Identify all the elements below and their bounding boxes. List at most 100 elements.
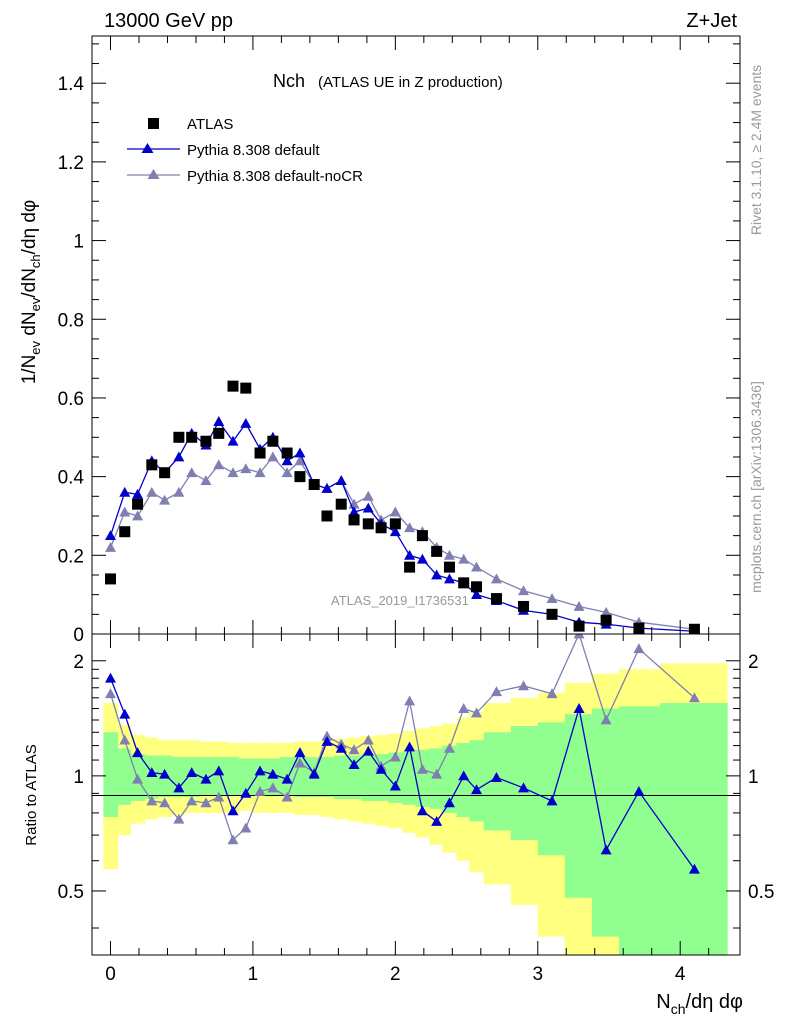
ratio-series-point bbox=[213, 765, 225, 776]
ratio-series-point bbox=[335, 742, 347, 753]
main-series-point bbox=[443, 573, 455, 584]
main-series-point bbox=[490, 573, 502, 584]
ratio-band-inner bbox=[415, 749, 431, 807]
ratio-series-point bbox=[227, 805, 239, 816]
main-series-point bbox=[389, 526, 401, 537]
atlas-data-point bbox=[146, 459, 158, 471]
atlas-data-point bbox=[105, 573, 117, 585]
ratio-series-point bbox=[254, 765, 266, 776]
x-axis-title: Nch/dη dφ bbox=[656, 991, 743, 1017]
ratio-series-point bbox=[227, 834, 239, 845]
ratio-band-inner bbox=[402, 751, 416, 805]
main-y-tick-label: 0.6 bbox=[58, 389, 84, 410]
ratio-series-point bbox=[573, 703, 585, 713]
atlas-data-point bbox=[321, 510, 333, 522]
ratio-band-inner bbox=[321, 757, 335, 798]
ratio-series-point bbox=[267, 782, 279, 793]
atlas-data-point bbox=[688, 623, 700, 634]
ratio-frame bbox=[91, 633, 741, 956]
main-series-point bbox=[240, 418, 252, 428]
main-series-point bbox=[105, 541, 117, 552]
ratio-series-point bbox=[490, 772, 502, 782]
ratio-series-point bbox=[573, 634, 585, 639]
ratio-series-point bbox=[348, 744, 360, 755]
main-series-point bbox=[458, 553, 470, 564]
ratio-series-point bbox=[159, 797, 171, 808]
x-tick-label: 3 bbox=[532, 964, 543, 985]
ratio-series-point bbox=[389, 751, 401, 762]
ratio-band-inner bbox=[564, 714, 593, 898]
ratio-series-point bbox=[688, 863, 700, 874]
atlas-data-point bbox=[308, 479, 320, 490]
main-series-point bbox=[213, 459, 225, 470]
analysis-watermark: ATLAS_2019_I1736531 bbox=[331, 593, 469, 608]
ratio-series-point bbox=[633, 643, 645, 654]
ratio-series-point bbox=[213, 791, 225, 802]
ratio-series-point bbox=[404, 695, 416, 706]
ratio-series-point bbox=[105, 672, 117, 683]
main-series-point bbox=[213, 416, 225, 426]
ratio-band-inner bbox=[252, 758, 268, 796]
ratio-series-point bbox=[431, 815, 443, 826]
main-series-point bbox=[146, 486, 158, 497]
ratio-y-axis-title: Ratio to ATLAS bbox=[23, 744, 40, 845]
ratio-series-point bbox=[633, 786, 645, 796]
rivet-version-label: Rivet 3.1.10, ≥ 2.4M events bbox=[748, 65, 764, 235]
main-series-point bbox=[518, 585, 530, 596]
x-tick-label: 1 bbox=[248, 964, 259, 985]
atlas-data-point bbox=[254, 447, 266, 459]
ratio-series-point bbox=[458, 770, 470, 781]
main-series-point bbox=[119, 486, 131, 497]
ratio-series-point bbox=[458, 703, 470, 713]
ratio-series-point bbox=[321, 735, 333, 746]
x-tick-label: 2 bbox=[390, 964, 401, 985]
ratio-y-tick-label: 1 bbox=[73, 767, 84, 788]
ratio-series-point bbox=[159, 768, 171, 779]
ratio-series-point bbox=[518, 782, 530, 793]
main-y-tick-label: 1 bbox=[73, 232, 84, 253]
ratio-series-point bbox=[362, 734, 374, 745]
main-series-point bbox=[173, 451, 185, 462]
ratio-series-point bbox=[267, 768, 279, 779]
atlas-data-point bbox=[389, 518, 401, 530]
ratio-series-point bbox=[471, 784, 483, 795]
atlas-data-point bbox=[281, 447, 293, 459]
ratio-series-point bbox=[389, 780, 401, 791]
main-series-point bbox=[119, 506, 131, 517]
ratio-band-inner bbox=[211, 757, 227, 796]
main-series-point bbox=[281, 467, 293, 478]
main-series-point bbox=[267, 451, 279, 462]
atlas-data-point bbox=[267, 435, 279, 447]
ratio-band-inner bbox=[618, 706, 661, 955]
ratio-band-inner bbox=[537, 722, 566, 856]
ratio-series-point bbox=[490, 686, 502, 697]
ratio-series-point bbox=[173, 782, 185, 793]
main-series-point bbox=[281, 455, 293, 466]
main-y-tick-label: 0.8 bbox=[58, 310, 84, 331]
main-y-tick-label: 1.2 bbox=[58, 153, 84, 174]
main-series-point bbox=[600, 606, 612, 617]
ratio-y-tick-label-right: 0.5 bbox=[748, 882, 774, 903]
ratio-series-point bbox=[362, 745, 374, 756]
ratio-series-point bbox=[240, 822, 252, 833]
main-series-point bbox=[443, 549, 455, 560]
atlas-data-point bbox=[362, 518, 374, 530]
ratio-band-inner bbox=[117, 748, 131, 805]
ratio-series-point bbox=[375, 763, 387, 774]
main-panel: 0 0.2 0.4 0.6 0.8 1 1.2 1.4 Nch (ATLAS UE in Z … bbox=[58, 35, 741, 646]
atlas-data-point bbox=[173, 431, 185, 443]
x-tick-label: 0 bbox=[105, 964, 116, 985]
ratio-series-point bbox=[146, 767, 158, 777]
ratio-series-point bbox=[105, 688, 117, 699]
main-y-tick-label: 0.4 bbox=[58, 468, 85, 489]
ratio-series-point bbox=[186, 795, 198, 806]
ratio-series-point bbox=[186, 767, 198, 777]
main-series-point bbox=[227, 435, 239, 446]
atlas-data-point bbox=[490, 593, 502, 605]
main-series-point bbox=[471, 589, 483, 600]
ratio-series-point bbox=[416, 805, 428, 816]
ratio-band-inner bbox=[171, 757, 186, 798]
atlas-data-point bbox=[119, 526, 131, 538]
main-series-point bbox=[416, 553, 428, 564]
